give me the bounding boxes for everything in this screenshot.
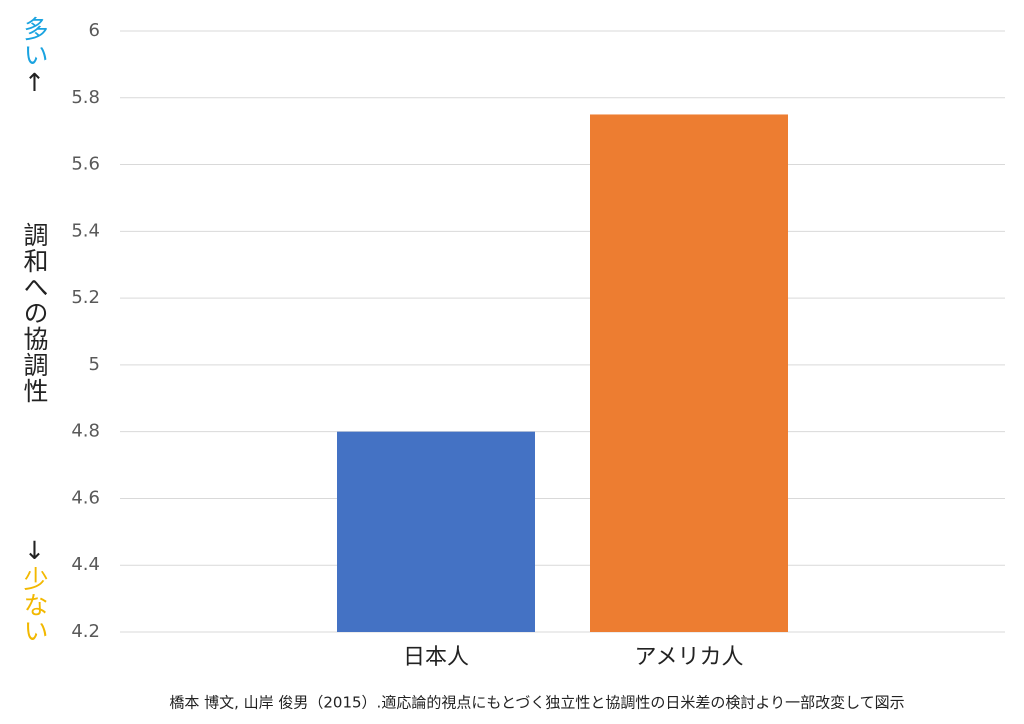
x-tick-label: アメリカ人 [635,645,744,670]
y-tick-label: 4.4 [71,554,100,575]
y-label-bottom-arrow: ↓ [20,536,49,566]
y-tick-label: 5.6 [71,154,100,175]
x-tick-label: 日本人 [403,645,469,670]
bar [337,431,535,632]
y-label-top: 多い↑ [20,16,49,98]
y-tick-label: 5.8 [71,87,100,108]
y-tick-label: 6 [89,20,100,41]
y-label-top-text: 多い [20,16,49,68]
source-note: 橋本 博文, 山岸 俊男（2015）.適応論的視点にもとづく独立性と協調性の日米… [169,694,904,712]
y-label-bottom: ↓少ない [20,536,49,644]
bar [590,114,788,632]
y-tick-label: 5.4 [71,220,100,241]
y-tick-label: 4.2 [71,621,100,642]
y-tick-label: 4.8 [71,421,100,442]
y-tick-label: 5.2 [71,287,100,308]
y-tick-label: 5 [89,354,100,375]
y-tick-label: 4.6 [71,487,100,508]
y-label-bottom-text: 少ない [20,566,49,644]
y-label-top-arrow: ↑ [20,68,49,98]
y-axis-label: 調和への協調性 [20,222,49,404]
